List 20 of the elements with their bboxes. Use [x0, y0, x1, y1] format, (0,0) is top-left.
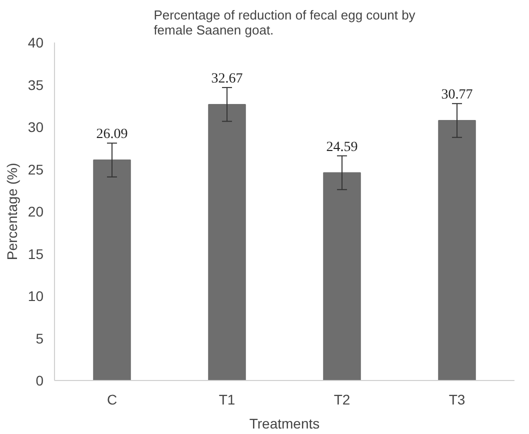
x-tick-label: T2: [334, 392, 350, 408]
data-label: 24.59: [326, 140, 358, 155]
y-tick-label: 15: [28, 246, 44, 262]
x-tick-label: C: [106, 392, 118, 408]
y-tick-label: 25: [28, 161, 44, 178]
x-axis-title: Treatments: [249, 416, 320, 432]
y-tick-label: 5: [36, 330, 44, 346]
y-axis-title: Percentage (%): [4, 162, 20, 260]
x-tick-label: T1: [218, 392, 236, 408]
y-tick-label: 10: [28, 288, 44, 304]
x-tick-label: T3: [448, 392, 466, 408]
y-tick-label: 0: [36, 372, 44, 388]
data-label: 32.67: [211, 72, 243, 87]
data-label: 26.09: [96, 127, 128, 142]
chart-title: Percentage of reduction of fecal egg count by female Saanen goat.: [154, 8, 416, 38]
data-label: 30.77: [441, 88, 473, 103]
y-tick-label: 20: [28, 204, 44, 220]
y-tick-label: 40: [28, 34, 44, 50]
y-tick-label: 30: [28, 119, 44, 135]
y-tick-label: 35: [28, 76, 44, 93]
